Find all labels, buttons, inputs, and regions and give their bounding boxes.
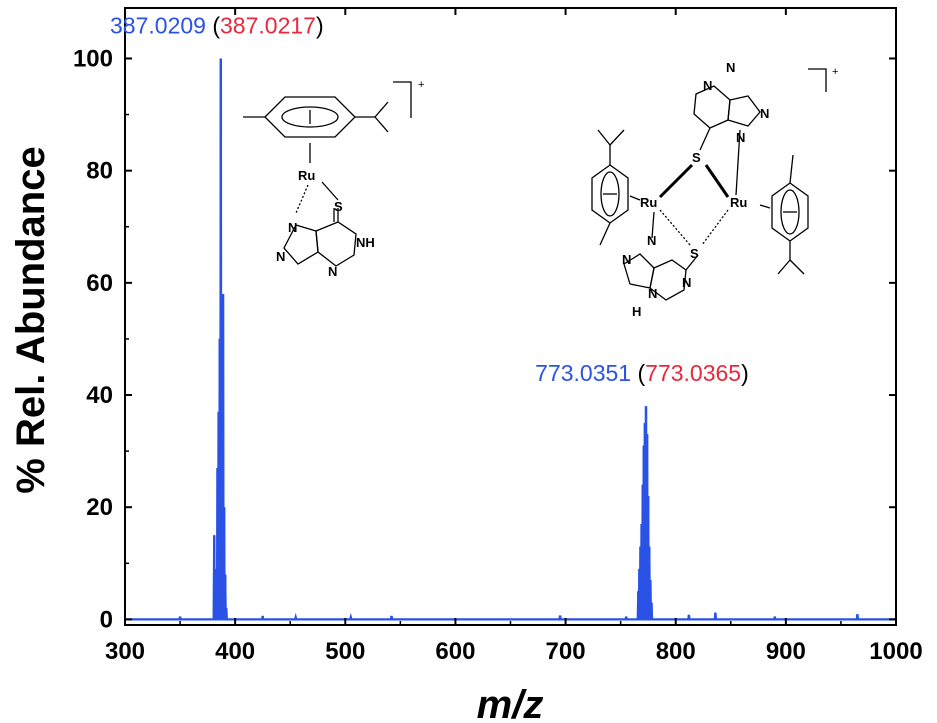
dinuclear-labels: Ru Ru S S N N N N N N N N H + bbox=[622, 60, 838, 319]
plot-frame bbox=[124, 7, 897, 626]
y-tick-label: 60 bbox=[86, 270, 113, 297]
dimer-s-top: S bbox=[692, 150, 701, 165]
x-tick-label: 700 bbox=[546, 638, 586, 665]
dimer-n-6: N bbox=[622, 252, 631, 267]
dinuclear-structure bbox=[591, 68, 827, 301]
y-tick-label: 40 bbox=[86, 382, 113, 409]
dimer-n-5: N bbox=[647, 233, 656, 248]
x-tick-label: 900 bbox=[766, 638, 806, 665]
dimer-n-2: N bbox=[726, 60, 735, 75]
dimer-s-bottom: S bbox=[690, 246, 699, 261]
x-tick-label: 400 bbox=[215, 638, 255, 665]
peak-annotations: 387.0209 (387.0217) 773.0351 (773.0365) bbox=[110, 12, 749, 386]
x-tick-label: 500 bbox=[325, 638, 365, 665]
y-tick-label: 0 bbox=[100, 606, 113, 633]
dimer-ru-right: Ru bbox=[730, 195, 747, 210]
peak-annotation: 773.0351 (773.0365) bbox=[535, 360, 749, 386]
x-tick-label: 1000 bbox=[869, 638, 922, 665]
x-axis: 300 400 500 600 700 800 900 1000 bbox=[105, 8, 923, 665]
dimer-ru-left: Ru bbox=[640, 195, 657, 210]
dimer-n-3: N bbox=[760, 106, 769, 121]
mono-n-label-2: N bbox=[276, 249, 285, 264]
mono-n-label-3: N bbox=[328, 264, 337, 279]
dimer-n-4: N bbox=[736, 130, 745, 145]
mononuclear-labels: Ru S NH N N N + bbox=[276, 79, 424, 279]
mono-n-label-1: N bbox=[288, 220, 297, 235]
y-axis-title: % Rel. Abundance bbox=[9, 146, 53, 493]
dimer-h: H bbox=[632, 304, 641, 319]
mono-s-label: S bbox=[334, 199, 343, 214]
mononuclear-structure bbox=[243, 81, 412, 267]
y-tick-label: 20 bbox=[86, 494, 113, 521]
x-tick-label: 600 bbox=[435, 638, 475, 665]
x-tick-label: 800 bbox=[656, 638, 696, 665]
dimer-n-1: N bbox=[703, 78, 712, 93]
x-axis-title: m/z bbox=[477, 683, 544, 723]
mono-charge: + bbox=[418, 79, 424, 91]
dimer-charge: + bbox=[832, 66, 838, 78]
y-tick-label: 100 bbox=[73, 45, 113, 72]
mono-ru-label: Ru bbox=[298, 168, 315, 183]
dimer-n-8: N bbox=[682, 275, 691, 290]
spectrum-trace bbox=[125, 58, 896, 621]
mono-nh-label: NH bbox=[356, 235, 375, 250]
peak-annotation: 387.0209 (387.0217) bbox=[110, 12, 324, 38]
y-axis: 0 20 40 60 80 100 bbox=[73, 45, 896, 633]
y-tick-label: 80 bbox=[86, 158, 113, 185]
dimer-n-7: N bbox=[648, 286, 657, 301]
spectrum-series bbox=[125, 58, 896, 621]
x-tick-label: 300 bbox=[105, 638, 145, 665]
